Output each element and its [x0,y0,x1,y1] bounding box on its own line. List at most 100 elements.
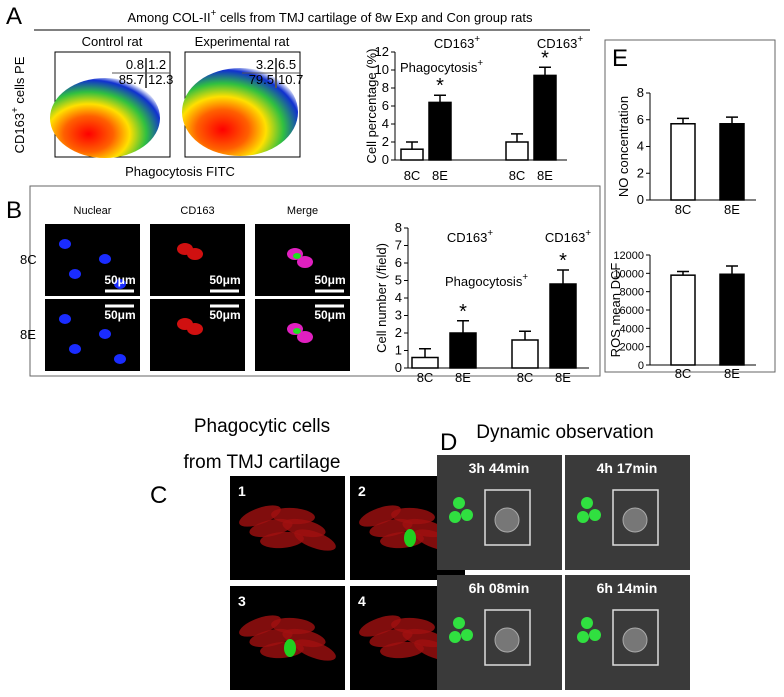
y-tick-label: 2 [395,325,402,340]
text-part: + [474,34,480,45]
cell [622,507,648,533]
quadrant-value: 10.7 [278,72,303,87]
text-part: CD163 [434,36,474,51]
scale-label: 50μm [104,273,135,287]
y-tick-label: 2 [382,134,389,149]
text-part: + [585,228,591,239]
y-tick-label: 8 [637,85,644,100]
fluorescent-cell [453,497,465,509]
y-tick-label: 3 [395,308,402,323]
y-axis-label: ROS mean DCF [608,263,623,358]
phagocytosed-particle [404,529,416,547]
bar [719,273,745,366]
panel-label: D [440,429,457,456]
cell-body [359,615,401,637]
roi-box [612,489,659,546]
cell [99,254,111,264]
roi-box [484,609,531,666]
cell-body [380,641,424,659]
y-tick-label: 4 [395,290,402,305]
bar [670,123,696,201]
text-part: CD163 [447,230,487,245]
roi-box [612,609,659,666]
bar [411,356,439,369]
x-tick-label: 8E [724,202,740,217]
y-tick-label: 7 [395,238,402,253]
y-axis-label: Cell percentage (%) [364,49,379,164]
panel-label: B [6,197,22,224]
y-tick-label: 8000 [620,287,644,299]
group-label: CD163+ [434,34,480,51]
y-tick-label: 12 [375,44,389,59]
cell [59,314,71,324]
frame-label: 6h 14min [597,580,658,596]
y-tick-label: 4000 [620,323,644,335]
micrograph [150,299,245,371]
text-part: + [522,272,528,283]
text-part: + [577,34,583,45]
y-tick-label: 4 [382,116,389,131]
y-tick-label: 10000 [613,268,644,280]
fluorescent-cell [461,629,473,641]
y-tick-label: 10 [375,62,389,77]
micrograph-grid: Nuclear CD163 Merge 8C 50μm 50μm 50μm 8E 50μm 50μ… [20,205,350,371]
cell [622,627,648,653]
row-header: 8C [20,252,37,267]
y-tick-label: 1 [395,343,402,358]
significance-mark: * [559,250,567,272]
fluorescent-cell [453,617,465,629]
scale-label: 50μm [209,273,240,287]
micrograph [150,224,245,296]
text-part: CD163 [12,113,27,153]
cell-body [239,615,281,637]
bar [511,339,539,369]
frame-label: 4 [358,593,366,609]
roi-box [484,489,531,546]
frame-label: 4h 17min [597,460,658,476]
quadrant-value: 0.8 [126,57,144,72]
text-part: + [211,8,217,19]
y-tick-label: 2000 [620,342,644,354]
bar [449,332,477,369]
text-part: Phagocytosis [445,274,523,289]
y-tick-label: 0 [638,360,644,372]
y-tick-label: 4 [637,139,644,154]
x-tick-label: 8E [724,366,740,381]
fluorescent-cell [449,511,461,523]
phagocytosed-particle [284,639,296,657]
bar [400,148,424,161]
cell [114,279,126,289]
fluorescent-cell [577,511,589,523]
cell-body [239,505,281,527]
cell [297,331,313,343]
y-tick-label: 8 [395,220,402,235]
cell [494,627,520,653]
group-label: CD163+ [447,228,493,245]
error-bar [434,94,446,103]
y-tick-label: 6 [382,98,389,113]
fluorescent-cell [461,509,473,521]
error-bar [677,270,689,276]
plot-title: Control rat [82,34,143,49]
panel-title: Dynamic observation [476,422,653,443]
significance-mark: * [459,301,467,323]
x-tick-label: 8E [432,168,448,183]
panel-frame [604,39,776,373]
flow-density [50,78,160,158]
cell [494,507,520,533]
text-part: cells from TMJ cartilage of 8w Exp and C… [216,10,533,25]
cell [99,329,111,339]
error-bar [511,133,523,142]
fluorescent-cell [581,617,593,629]
cell [69,344,81,354]
error-bar [726,265,738,275]
text-part: Phagocytosis [400,60,478,75]
scale-label: 50μm [314,273,345,287]
cell [69,269,81,279]
quadrant-value: 12.3 [148,72,173,87]
error-bar [539,66,551,76]
significance-mark: * [541,47,549,69]
group-label: CD163+ [545,228,591,245]
y-axis-label: Cell number (/field) [374,243,389,353]
column-header: Nuclear [74,205,112,217]
